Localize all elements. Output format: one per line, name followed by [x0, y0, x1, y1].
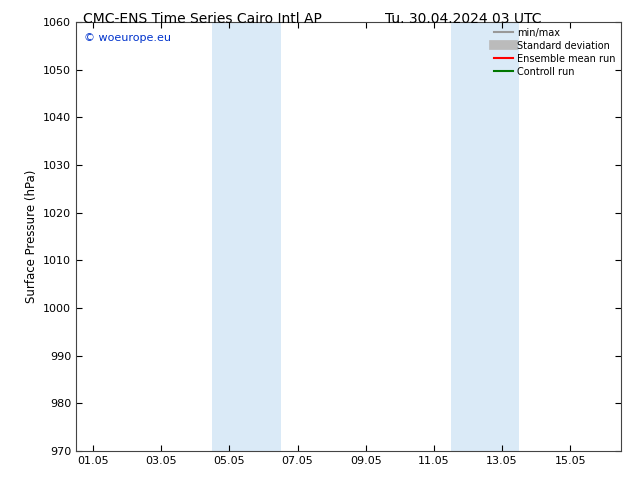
Bar: [485, 22, 519, 451]
Text: Tu. 30.04.2024 03 UTC: Tu. 30.04.2024 03 UTC: [385, 12, 541, 26]
Bar: [247, 22, 280, 451]
Bar: [212, 22, 247, 451]
Legend: min/max, Standard deviation, Ensemble mean run, Controll run: min/max, Standard deviation, Ensemble me…: [489, 24, 619, 80]
Bar: [451, 22, 485, 451]
Text: © woeurope.eu: © woeurope.eu: [84, 33, 171, 43]
Text: CMC-ENS Time Series Cairo Intl AP: CMC-ENS Time Series Cairo Intl AP: [84, 12, 322, 26]
Y-axis label: Surface Pressure (hPa): Surface Pressure (hPa): [25, 170, 37, 303]
